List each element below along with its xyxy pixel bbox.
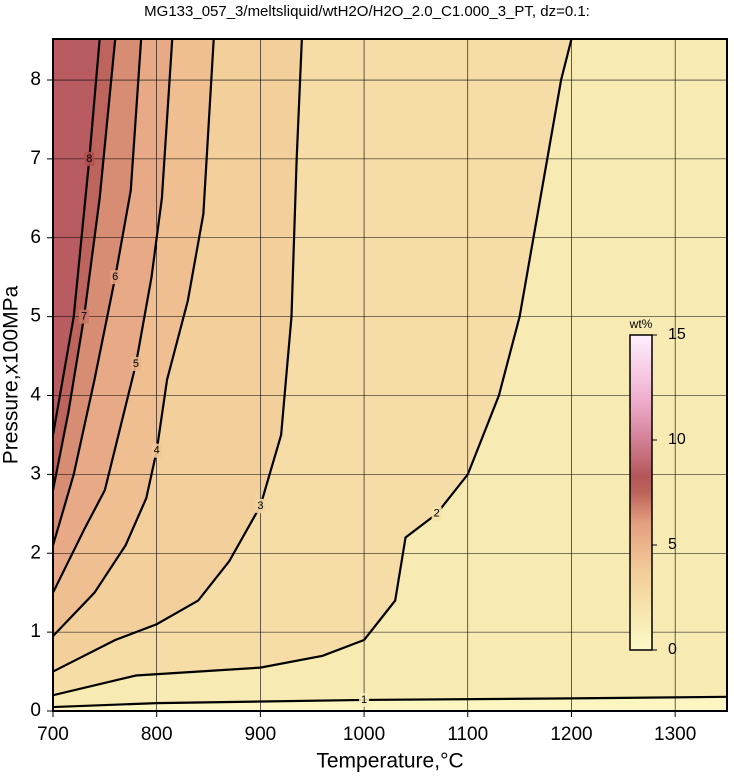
x-tick-label: 1000	[343, 724, 385, 745]
contour-line	[53, 39, 174, 594]
colorbar-tick-label: 15	[668, 326, 686, 343]
colorbar	[629, 334, 653, 651]
contour-label-bg	[151, 443, 162, 458]
plot-area: 1 2 3 4 5 6 7 8	[53, 39, 727, 711]
contour-line	[53, 39, 573, 697]
contour-fill	[53, 39, 100, 435]
contour-label-bg	[431, 506, 442, 521]
contour-label-bg	[79, 309, 90, 324]
contour-line	[53, 39, 101, 436]
x-tick-label: 900	[245, 724, 277, 745]
contour-label: 6	[112, 271, 118, 283]
contour-label: 5	[133, 358, 139, 370]
contour-line	[53, 39, 303, 673]
colorbar-label: wt%	[629, 317, 653, 331]
y-tick-label: 8	[30, 69, 41, 90]
y-tick-label: 4	[30, 385, 41, 406]
y-tick-label: 6	[30, 227, 41, 248]
colorbar-tick-label: 10	[668, 431, 686, 448]
contour-label-bg	[359, 692, 370, 707]
plot-frame	[52, 38, 728, 712]
y-tick-label: 7	[30, 148, 41, 169]
contour-label-bg	[110, 270, 121, 285]
y-tick-label: 3	[30, 463, 41, 484]
x-tick-label: 1300	[654, 724, 696, 745]
x-tick-label: 1100	[447, 724, 488, 745]
contour-label-bg	[84, 151, 95, 166]
y-tick-label: 5	[30, 306, 41, 327]
contour-label-bg	[255, 498, 266, 513]
contour-label-bg	[130, 356, 141, 371]
contour-label: 7	[81, 311, 87, 323]
contour-label: 4	[154, 445, 160, 457]
contour-label: 2	[434, 508, 440, 520]
x-tick-label: 700	[37, 724, 69, 745]
y-tick-label: 0	[30, 700, 41, 721]
chart-title: MG133_057_3/meltsliquid/wtH2O/H2O_2.0_C1…	[144, 3, 590, 20]
contour-label: 1	[361, 694, 367, 706]
colorbar-tick-label: 5	[668, 536, 677, 553]
x-tick-label: 800	[141, 724, 173, 745]
y-tick-label: 1	[30, 621, 41, 642]
contour-label: 8	[86, 153, 92, 165]
y-tick-label: 2	[30, 542, 41, 563]
y-axis-label: Pressure,x100MPa	[0, 285, 23, 464]
colorbar-tick-label: 0	[668, 641, 677, 658]
x-axis-label: Temperature,°C	[316, 750, 463, 773]
contour-line	[53, 39, 143, 546]
x-tick-label: 1200	[550, 724, 592, 745]
contour-label: 3	[257, 500, 263, 512]
